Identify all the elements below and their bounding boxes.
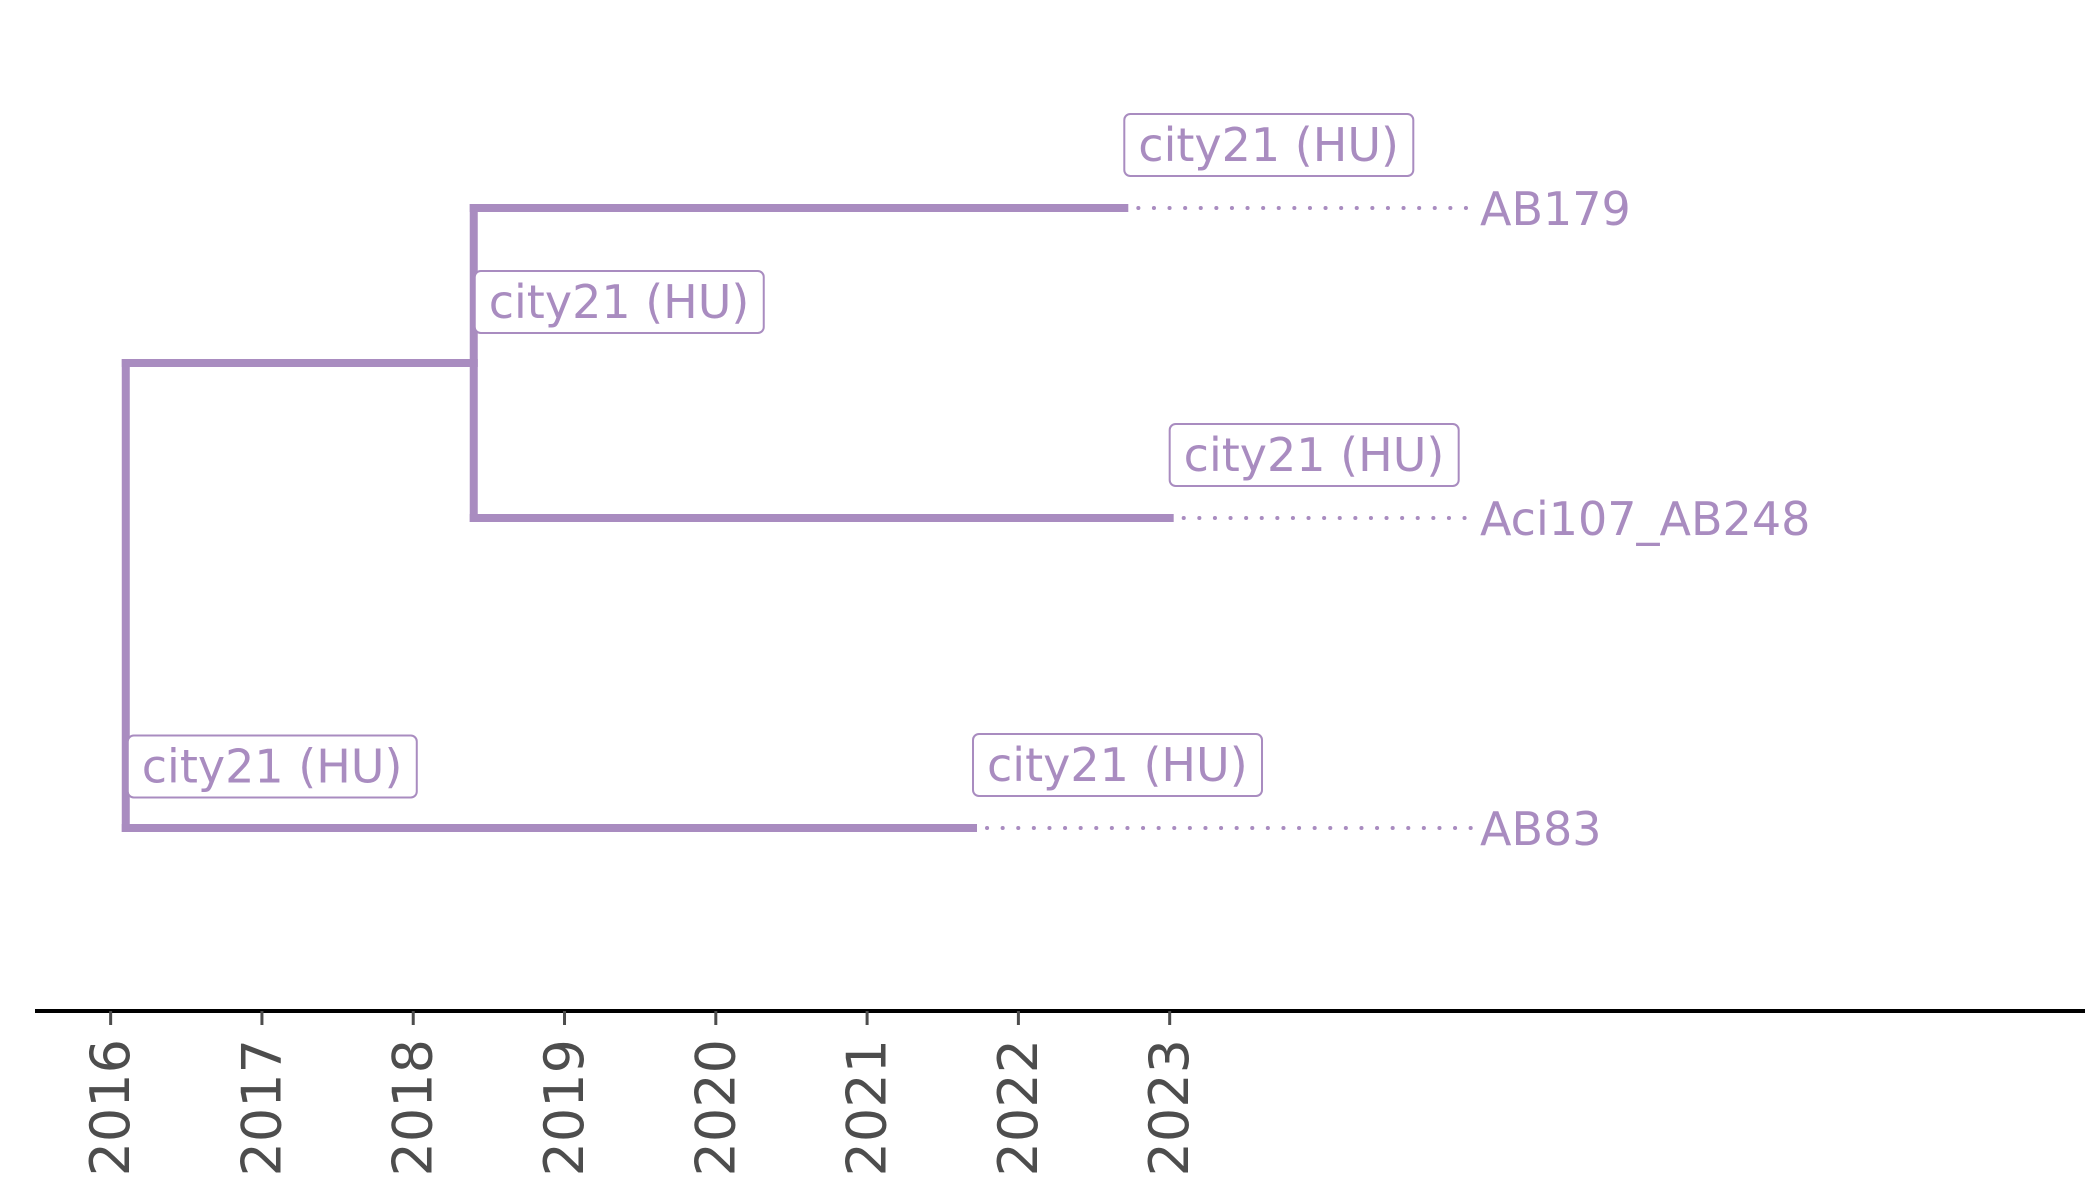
tip-labels-layer: AB179 Aci107_AB248 AB83: [1480, 182, 1810, 856]
node-labels-layer: city21 (HU) city21 (HU) city21 (HU) city21 …: [126, 113, 1460, 799]
node-label-box: [1168, 423, 1460, 487]
node-label-text: city21 (HU): [489, 275, 750, 329]
node-label-text: city21 (HU): [1138, 118, 1399, 172]
axis-tick-label: 2021: [836, 1039, 899, 1176]
axis-tick-label: 2022: [987, 1039, 1050, 1176]
axis-tick-label: 2023: [1138, 1039, 1201, 1176]
axis-tick-label: 2018: [382, 1039, 445, 1176]
node-label: city21 (HU): [972, 733, 1264, 797]
node-label-box: [1123, 113, 1415, 177]
axis-tick-label: 2020: [684, 1039, 747, 1176]
time-axis: 2016 2017 2018 2019 2020 2021 2022 2023: [35, 1009, 2085, 1176]
node-label-text: city21 (HU): [987, 738, 1248, 792]
tip-label: AB83: [1480, 802, 1602, 856]
node-label-box: [473, 270, 765, 334]
node-label-text: city21 (HU): [1184, 428, 1445, 482]
axis-tick-label: 2017: [230, 1039, 293, 1176]
tip-label: AB179: [1480, 182, 1631, 236]
tip-leaders-layer: [985, 206, 1474, 830]
node-label: city21 (HU): [1123, 113, 1415, 177]
node-label: city21 (HU): [1168, 423, 1460, 487]
axis-tick-label: 2016: [79, 1039, 142, 1176]
node-label: city21 (HU): [126, 734, 418, 799]
tip-label: Aci107_AB248: [1480, 492, 1810, 546]
node-label-box: [126, 734, 418, 799]
axis-tick-label: 2019: [533, 1039, 596, 1176]
node-label-box: [972, 733, 1264, 797]
branches-layer: [121, 204, 1174, 832]
node-label: city21 (HU): [473, 270, 765, 334]
node-label-text: city21 (HU): [142, 740, 403, 794]
